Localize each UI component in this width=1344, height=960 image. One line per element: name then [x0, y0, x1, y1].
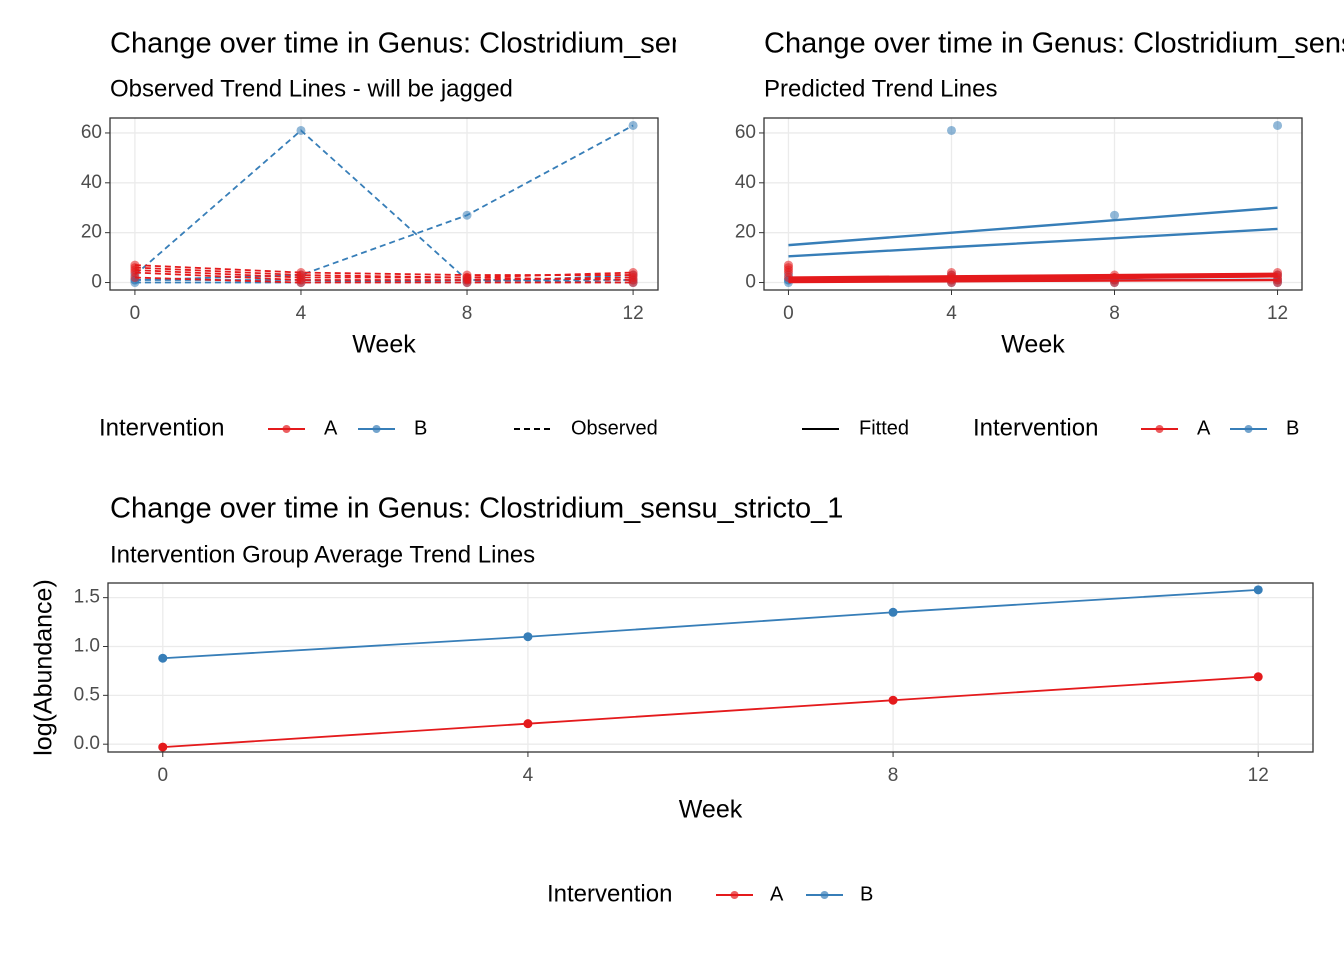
legend-swatch-point [1155, 425, 1164, 433]
y-tick-label: 20 [81, 222, 102, 243]
data-point [462, 210, 472, 220]
trend-line [788, 206, 1278, 247]
x-tick-label: 12 [1267, 303, 1288, 324]
trend-line [134, 264, 634, 276]
panel-subtitle: Predicted Trend Lines [764, 75, 997, 102]
data-point [130, 273, 140, 283]
data-point [628, 120, 638, 130]
y-tick-label: 0.5 [74, 684, 100, 705]
panel-subtitle: Observed Trend Lines - will be jagged [110, 75, 513, 102]
x-tick-label: 4 [296, 303, 307, 324]
legend-label: A [770, 883, 784, 905]
x-tick-label: 12 [623, 303, 644, 324]
legend-label: Observed [571, 417, 658, 439]
plot-background [110, 118, 658, 290]
legend-swatch-point [282, 425, 291, 433]
y-tick-label: 60 [81, 122, 102, 143]
panel-subtitle: Intervention Group Average Trend Lines [110, 541, 535, 568]
trend-line [788, 278, 1278, 284]
y-tick-label: 20 [735, 222, 756, 243]
plot-background [108, 583, 1313, 752]
data-point [1273, 120, 1283, 130]
y-tick-label: 0 [745, 272, 756, 293]
data-point [1253, 585, 1263, 595]
x-tick-label: 8 [462, 303, 473, 324]
legend-swatch-point [730, 891, 739, 899]
trend-line [788, 272, 1278, 279]
data-point [296, 125, 306, 135]
legend-label: B [1286, 417, 1299, 439]
trend-line [788, 227, 1278, 258]
legend-swatch-point [372, 425, 381, 433]
data-point [523, 632, 533, 642]
panel-title: Change over time in Genus: Clostridium_s… [110, 28, 843, 60]
trend-line [134, 129, 634, 281]
x-tick-label: 0 [130, 303, 141, 324]
y-tick-label: 0.0 [74, 733, 100, 754]
legend-title: Intervention [547, 880, 672, 907]
data-point [158, 653, 168, 663]
x-tick-label: 4 [523, 765, 534, 786]
data-point [462, 273, 472, 283]
data-point [158, 742, 168, 752]
legend-label: B [860, 883, 873, 905]
data-point [888, 607, 898, 617]
plot-border [109, 117, 659, 291]
x-axis-label: Week [352, 331, 416, 359]
data-point [888, 695, 898, 705]
y-tick-label: 40 [81, 172, 102, 193]
data-point [628, 275, 638, 285]
x-tick-label: 4 [946, 303, 957, 324]
trend-line [162, 675, 1259, 749]
legend-label: A [1197, 417, 1211, 439]
trend-line [788, 273, 1278, 280]
x-tick-label: 8 [888, 765, 899, 786]
trend-line [162, 588, 1259, 660]
data-point [130, 263, 140, 273]
plot-background [764, 118, 1302, 290]
legend-label: A [324, 417, 338, 439]
y-tick-label: 1.0 [74, 636, 100, 657]
legend-title: Intervention [99, 414, 224, 441]
y-axis-label: log(Abundance) [30, 579, 58, 756]
plot-border [107, 582, 1314, 753]
trend-line [134, 276, 634, 284]
plot-border [763, 117, 1303, 291]
trend-line [134, 266, 634, 281]
x-tick-label: 12 [1248, 765, 1269, 786]
x-axis-label: Week [679, 796, 743, 824]
x-tick-label: 0 [157, 765, 168, 786]
x-tick-label: 8 [1109, 303, 1120, 324]
data-point [783, 263, 793, 273]
data-point [1110, 210, 1120, 220]
data-point [946, 125, 956, 135]
x-tick-label: 0 [783, 303, 794, 324]
legend-label: Fitted [859, 417, 909, 439]
y-tick-label: 0 [91, 272, 102, 293]
y-tick-label: 40 [735, 172, 756, 193]
panel-title: Change over time in Genus: Clostridium_s… [110, 493, 843, 525]
trend-line [134, 124, 634, 281]
panel-title: Change over time in Genus: Clostridium_s… [764, 28, 1344, 60]
legend-swatch-point [820, 891, 829, 899]
data-point [296, 270, 306, 280]
trend-line [134, 279, 634, 284]
trend-line [788, 275, 1278, 282]
legend-title: Intervention [973, 414, 1098, 441]
y-tick-label: 1.5 [74, 587, 100, 608]
data-point [296, 278, 306, 288]
legend-label: B [414, 417, 427, 439]
data-point [523, 719, 533, 729]
x-axis-label: Week [1001, 331, 1065, 359]
legend-swatch-point [1244, 425, 1253, 433]
y-tick-label: 60 [735, 122, 756, 143]
data-point [1253, 672, 1263, 682]
